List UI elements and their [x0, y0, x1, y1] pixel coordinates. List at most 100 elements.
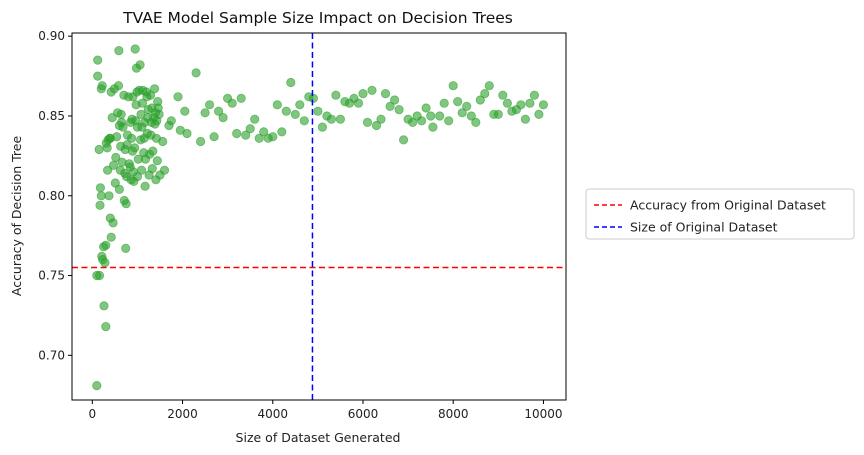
- x-axis-title: Size of Dataset Generated: [236, 430, 401, 445]
- y-tick-label: 0.80: [38, 189, 65, 203]
- data-point: [376, 114, 386, 124]
- data-point: [99, 301, 109, 311]
- data-point: [145, 90, 156, 100]
- data-point: [268, 132, 278, 142]
- data-point: [232, 128, 242, 139]
- y-tick-label: 0.70: [38, 348, 65, 362]
- data-point: [416, 116, 427, 126]
- data-point: [426, 111, 436, 121]
- data-point: [127, 133, 137, 143]
- data-point: [241, 130, 251, 140]
- data-point: [389, 95, 400, 105]
- data-point: [538, 100, 549, 110]
- data-point: [158, 136, 168, 147]
- data-point: [358, 89, 368, 99]
- data-point: [353, 98, 364, 108]
- data-point: [136, 165, 147, 175]
- data-point: [313, 106, 323, 116]
- data-point: [101, 321, 111, 332]
- data-point: [114, 45, 124, 56]
- data-point: [140, 181, 150, 191]
- data-point: [529, 90, 540, 100]
- data-point: [152, 156, 162, 166]
- data-point: [100, 258, 110, 268]
- data-point: [385, 101, 395, 112]
- data-point: [484, 81, 494, 91]
- data-point: [182, 128, 192, 139]
- data-point: [121, 243, 131, 253]
- data-point: [94, 144, 104, 155]
- data-point: [132, 172, 142, 182]
- data-point: [150, 84, 160, 94]
- data-point: [108, 218, 118, 228]
- data-point: [93, 55, 103, 65]
- data-point: [367, 85, 377, 96]
- data-point: [218, 113, 228, 123]
- data-point: [480, 89, 490, 99]
- data-point: [130, 143, 140, 153]
- data-point: [95, 200, 105, 210]
- data-point: [290, 109, 300, 120]
- data-point: [272, 100, 282, 110]
- data-point: [308, 93, 318, 104]
- chart-title: TVAE Model Sample Size Impact on Decisio…: [122, 9, 513, 27]
- y-tick-label: 0.90: [38, 29, 65, 43]
- data-point: [250, 114, 260, 124]
- data-point: [135, 60, 145, 70]
- data-point: [259, 127, 269, 137]
- data-point: [92, 380, 102, 391]
- data-point: [335, 114, 345, 124]
- legend-label-accuracy: Accuracy from Original Dataset: [630, 198, 826, 213]
- data-point: [148, 146, 158, 156]
- data-point: [295, 100, 305, 110]
- data-point: [214, 106, 224, 116]
- data-point: [421, 103, 431, 113]
- data-point: [380, 89, 391, 99]
- data-point: [114, 184, 125, 194]
- data-point: [104, 191, 114, 201]
- legend-frame: [585, 188, 855, 240]
- data-point: [118, 122, 128, 132]
- data-point: [154, 109, 164, 120]
- data-point: [159, 165, 170, 175]
- data-point: [277, 127, 287, 137]
- data-point: [113, 81, 124, 91]
- data-point: [200, 108, 210, 118]
- data-point: [317, 122, 327, 132]
- data-point: [97, 81, 107, 91]
- data-point: [209, 132, 219, 142]
- x-tick-label: 4000: [257, 407, 288, 421]
- x-tick-label: 2000: [167, 407, 198, 421]
- data-point: [121, 199, 131, 209]
- data-point: [475, 95, 485, 105]
- data-point: [428, 122, 438, 132]
- legend: Accuracy from Original Dataset Size of O…: [585, 188, 855, 240]
- data-point: [94, 270, 105, 281]
- data-point: [254, 133, 264, 143]
- data-point: [102, 143, 112, 153]
- data-point: [103, 165, 113, 175]
- data-point: [439, 98, 449, 108]
- data-point: [457, 108, 467, 118]
- data-point: [96, 191, 106, 201]
- data-point: [498, 90, 508, 100]
- data-point: [180, 106, 190, 116]
- data-point: [453, 97, 463, 107]
- plot-area-frame: [71, 32, 567, 401]
- data-point: [95, 183, 106, 193]
- data-point: [173, 92, 183, 102]
- data-point: [502, 98, 512, 108]
- data-point: [122, 140, 132, 150]
- data-point: [534, 109, 544, 120]
- data-point: [147, 164, 157, 174]
- data-point: [299, 116, 309, 126]
- data-point: [101, 240, 111, 250]
- data-point: [520, 114, 531, 124]
- data-point: [435, 111, 445, 121]
- x-tick-label: 6000: [348, 407, 379, 421]
- data-point: [130, 44, 140, 54]
- data-point: [116, 109, 126, 120]
- data-point: [166, 116, 176, 126]
- data-point: [326, 114, 336, 124]
